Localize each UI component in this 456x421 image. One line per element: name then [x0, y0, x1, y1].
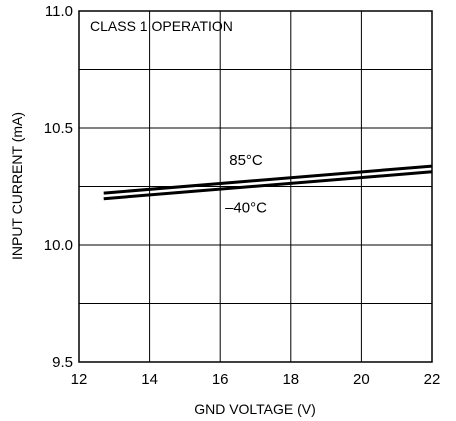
y-tick-label: 10.5 — [44, 120, 73, 137]
x-tick-label: 14 — [141, 371, 158, 388]
y-tick-label: 9.5 — [52, 354, 73, 371]
y-axis-label: INPUT CURRENT (mA) — [9, 112, 25, 260]
series-lines — [103, 164, 433, 201]
series-label-1: –40°C — [225, 199, 267, 216]
x-tick-label: 20 — [353, 371, 370, 388]
x-tick-label: 12 — [71, 371, 88, 388]
grid — [79, 11, 432, 362]
x-axis-label: GND VOLTAGE (V) — [194, 401, 316, 417]
x-tick-label: 22 — [424, 371, 441, 388]
plot-frame — [78, 10, 433, 363]
x-tick-label: 18 — [282, 371, 299, 388]
series-label-0: 85°C — [229, 152, 263, 169]
series-labels: 85°C –40°C — [225, 152, 267, 217]
chart-title: CLASS 1 OPERATION — [90, 18, 233, 34]
y-tick-label: 11.0 — [45, 3, 73, 20]
series-line-0 — [103, 164, 433, 195]
x-tick-labels: 12 14 16 18 20 22 — [71, 371, 441, 388]
y-tick-labels: 9.5 10.0 10.5 11.0 — [44, 3, 73, 371]
y-tick-label: 10.0 — [44, 237, 73, 254]
x-tick-label: 16 — [212, 371, 229, 388]
series-line-1 — [103, 170, 433, 201]
